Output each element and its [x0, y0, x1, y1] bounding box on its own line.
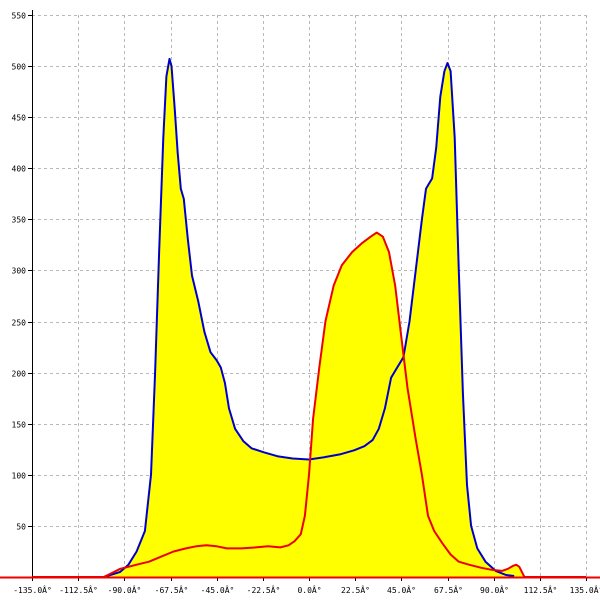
y-tick-label: 400	[12, 165, 27, 174]
axes	[0, 10, 600, 581]
x-tick-label: -67.5Â°	[155, 584, 189, 595]
series-fills	[32, 58, 586, 577]
x-tick-label: 22.5Â°	[341, 584, 370, 595]
y-tick-label: 250	[12, 319, 27, 328]
x-tick-label: -45.0Â°	[201, 584, 235, 595]
x-tick-label: 112.5Â°	[524, 584, 558, 595]
x-tick-label: 0.0Â°	[297, 584, 321, 595]
series-line	[32, 231, 586, 578]
x-tick-label: 135.0Â°	[570, 584, 600, 595]
x-tick-label: -22.5Â°	[247, 584, 281, 595]
series-line	[103, 57, 515, 578]
y-tick-label: 500	[12, 63, 27, 72]
y-tick-label: 100	[12, 472, 27, 481]
x-tick-label: 45.0Â°	[387, 584, 416, 595]
y-tick-label: 450	[12, 114, 27, 123]
x-tick-label: -135.0Â°	[13, 584, 52, 595]
y-tick-label: 550	[12, 12, 27, 21]
x-tick-label: -90.0Â°	[108, 584, 142, 595]
y-tick-label: 50	[16, 523, 26, 532]
x-tick-label: 90.0Â°	[480, 584, 509, 595]
y-tick-label: 300	[12, 267, 27, 276]
x-tick-label: -112.5Â°	[59, 584, 98, 595]
x-tick-label: 67.5Â°	[434, 584, 463, 595]
y-tick-label: 150	[12, 421, 27, 430]
y-tick-label: 350	[12, 216, 27, 225]
tick-labels: -135.0Â° -112.5Â° -90.0Â° -67.5Â° -45.0Â° -22…	[12, 12, 600, 596]
series-lines	[32, 57, 586, 578]
series-area	[32, 232, 586, 577]
y-tick-label: 200	[12, 370, 27, 379]
